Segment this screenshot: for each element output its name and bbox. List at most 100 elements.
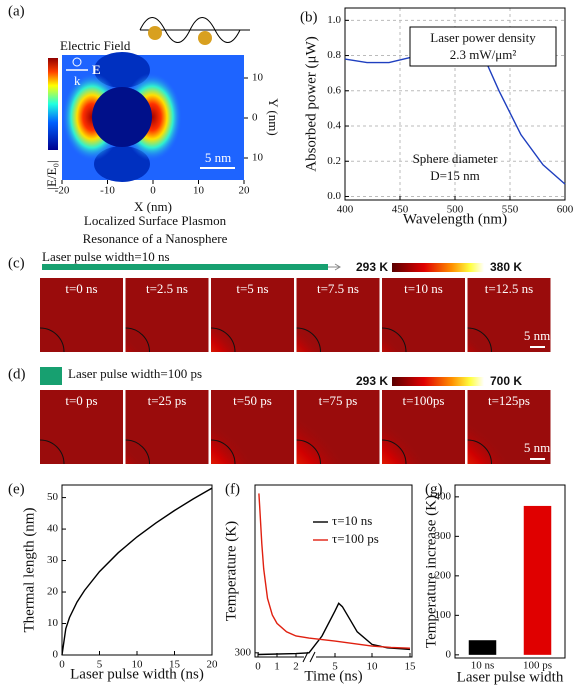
panel-label: (g) <box>425 481 443 497</box>
y-tick-label: 0 <box>252 112 258 124</box>
colorbar-max: 380 K <box>490 260 522 274</box>
heat-frame: t=12.5 ns <box>467 278 551 352</box>
heat-spot <box>211 404 271 464</box>
heat-spot <box>211 304 259 352</box>
field-shadow <box>94 52 150 88</box>
plot-frame <box>344 7 566 201</box>
k-symbol <box>72 57 82 67</box>
frame-bg <box>40 278 123 352</box>
heat-spot <box>296 314 335 352</box>
frame-content <box>296 278 380 352</box>
k-label: k <box>74 73 81 88</box>
heat-frame: t=0 ps <box>40 390 123 464</box>
line <box>61 487 213 656</box>
x-axis-label: Laser pulse width (ns) <box>70 666 204 682</box>
y-tick-label: 0 <box>53 649 59 661</box>
frame-label: t=0 ns <box>65 281 97 296</box>
heat-frame: t=7.5 ns <box>296 278 380 352</box>
frame-content <box>467 390 551 464</box>
panel-label: (e) <box>8 481 25 497</box>
heat-frame: t=100ps <box>382 390 465 464</box>
x-tick-label: 100 ps <box>523 660 552 672</box>
plot-frame <box>254 484 413 658</box>
y-tick-label: 10 <box>252 152 264 164</box>
frame-content <box>467 278 551 352</box>
frame-label: t=50 ps <box>233 393 272 408</box>
x-tick-label: 5 <box>332 661 338 673</box>
heat-frame: t=5 ns <box>211 278 294 352</box>
y-tick-label: 300 <box>235 646 252 658</box>
line <box>258 493 411 649</box>
x-axis-label: Laser pulse width <box>457 669 564 685</box>
legend-label: τ=10 ns <box>332 513 372 528</box>
heat-spot <box>382 324 410 352</box>
pulse-label: Laser pulse width=10 ns <box>42 249 170 264</box>
heat-frame: t=25 ps <box>125 390 209 464</box>
x-tick-label: 0 <box>150 185 156 197</box>
plot-frame <box>61 484 213 656</box>
colorbar-min: 293 K <box>356 260 388 274</box>
x-tick-label: 400 <box>337 204 354 216</box>
scale-bar-label: 5 nm <box>524 440 550 455</box>
bar <box>468 640 497 655</box>
x-tick-label: 15 <box>169 659 181 671</box>
x-tick-label: 1 <box>274 661 280 673</box>
particle <box>198 31 212 45</box>
pulse-arrow <box>328 263 341 271</box>
annotation: D=15 nm <box>430 168 480 183</box>
heat-frame: t=2.5 ns <box>125 278 209 352</box>
frame-label: t=2.5 ns <box>146 281 188 296</box>
frame-label: t=5 ns <box>236 281 268 296</box>
y-tick-label: 0.4 <box>327 120 341 132</box>
y-axis-label: Thermal length (nm) <box>21 508 37 633</box>
heat-frame: t=10 ns <box>382 278 465 352</box>
x-tick-label: 0 <box>255 661 261 673</box>
frame-content <box>125 390 209 464</box>
x-tick-label: 600 <box>557 204 574 216</box>
colorbar <box>392 263 484 272</box>
e-label: E <box>92 62 101 77</box>
panel-label: (a) <box>8 3 25 19</box>
frame-label: t=12.5 ns <box>485 281 534 296</box>
frame-label: t=0 ps <box>65 393 97 408</box>
heat-frame: t=125ps <box>467 390 551 464</box>
x-tick-label: 550 <box>502 204 519 216</box>
y-axis-label: Temperature increase (K) <box>423 495 439 648</box>
panel-label: (d) <box>8 366 26 382</box>
frame-bg <box>40 390 123 464</box>
x-tick-label: 20 <box>239 185 251 197</box>
x-tick-label: -10 <box>100 185 115 197</box>
caption: Resonance of a Nanosphere <box>83 231 228 246</box>
y-tick-label: 0 <box>446 648 452 660</box>
x-tick-label: 20 <box>207 659 219 671</box>
frame-label: t=125ps <box>488 393 530 408</box>
x-tick-label: 2 <box>293 661 299 673</box>
annotation: 2.3 mW/μm² <box>450 47 517 62</box>
y-tick-label: 200 <box>435 569 452 581</box>
frame-content <box>382 278 465 352</box>
pulse-bar <box>40 367 62 385</box>
scale-bar-label: 5 nm <box>205 150 231 165</box>
frame-content <box>40 390 123 464</box>
panel-label: (c) <box>8 255 25 271</box>
nanosphere <box>92 87 152 147</box>
frame-content <box>296 390 380 464</box>
x-tick-label: 10 <box>193 185 205 197</box>
y-axis-label: Temperature (K) <box>223 521 239 621</box>
heat-spot <box>467 328 492 352</box>
y-tick-label: 0.6 <box>327 84 341 96</box>
y-tick-label: 50 <box>47 491 59 503</box>
colorbar-label: |E/E₀| <box>44 160 59 189</box>
y-tick-label: 10 <box>252 72 264 84</box>
frame-label: t=7.5 ns <box>317 281 359 296</box>
frame-content <box>40 278 123 352</box>
field-shadow <box>94 146 150 182</box>
colorbar-max: 700 K <box>490 374 522 388</box>
heat-frame: t=50 ps <box>211 390 294 464</box>
frame-label: t=10 ns <box>404 281 443 296</box>
colorbar-min: 293 K <box>356 374 388 388</box>
x-tick-label: -20 <box>55 185 70 197</box>
frame-label: t=75 ps <box>319 393 358 408</box>
frame-content <box>382 390 465 464</box>
